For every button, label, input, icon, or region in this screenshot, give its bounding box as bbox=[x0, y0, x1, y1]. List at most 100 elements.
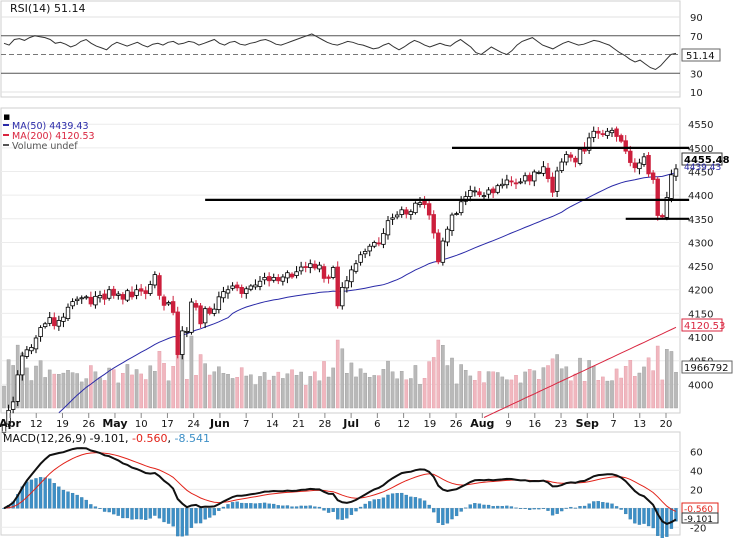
macd-histogram-bar bbox=[267, 503, 271, 509]
macd-histogram-bar bbox=[354, 508, 358, 512]
x-tick-label: 12 bbox=[30, 419, 43, 430]
volume-bar bbox=[555, 354, 559, 409]
candle-body bbox=[545, 167, 551, 179]
macd-histogram-bar bbox=[413, 497, 418, 509]
volume-bar bbox=[477, 371, 482, 409]
macd-histogram-bar bbox=[509, 506, 514, 509]
volume-bar bbox=[559, 368, 564, 409]
volume-bar bbox=[189, 335, 194, 409]
macd-histogram-bar bbox=[614, 506, 619, 509]
candle-body bbox=[413, 202, 418, 214]
volume-bar bbox=[404, 379, 409, 409]
macd-histogram-bar bbox=[166, 508, 171, 524]
macd-histogram-bar bbox=[262, 502, 267, 509]
macd-histogram-bar bbox=[290, 506, 294, 509]
candle-body bbox=[449, 214, 455, 232]
macd-histogram-bar bbox=[139, 508, 143, 520]
x-tick-label: 23 bbox=[555, 419, 568, 430]
candle-body bbox=[303, 266, 308, 268]
volume-bar bbox=[459, 364, 463, 409]
volume-bar bbox=[34, 365, 38, 409]
macd-tick-label: 40 bbox=[690, 466, 703, 477]
candle-body bbox=[152, 274, 158, 286]
macd-histogram-bar bbox=[656, 508, 660, 536]
candle-body bbox=[573, 157, 578, 163]
candle-body bbox=[596, 130, 601, 134]
macd-histogram-bar bbox=[372, 499, 376, 509]
volume-bar bbox=[482, 382, 486, 409]
macd-histogram-bar bbox=[25, 481, 29, 509]
volume-bar bbox=[89, 365, 93, 409]
volume-bar bbox=[148, 365, 153, 409]
candle-body bbox=[618, 135, 624, 142]
volume-bar bbox=[125, 364, 130, 409]
candle-body bbox=[660, 215, 665, 218]
candle-body bbox=[184, 330, 190, 333]
macd-label-signal: -0.560 bbox=[132, 432, 167, 445]
volume-bar bbox=[349, 362, 354, 409]
candle-body bbox=[61, 316, 66, 322]
candle-body bbox=[335, 266, 340, 307]
candle-body bbox=[216, 296, 222, 311]
candle-body bbox=[74, 298, 80, 302]
volume-bar bbox=[93, 371, 98, 409]
volume-bar bbox=[258, 376, 262, 409]
volume-bar bbox=[582, 381, 587, 409]
rsi-label: RSI(14) 51.14 bbox=[10, 2, 85, 15]
candle-body bbox=[513, 182, 519, 185]
candle-body bbox=[175, 311, 180, 355]
candle-body bbox=[244, 288, 249, 294]
macd-histogram-bar bbox=[468, 504, 472, 509]
candle-body bbox=[586, 137, 592, 151]
macd-histogram-bar bbox=[555, 508, 559, 514]
candle-body bbox=[408, 211, 414, 215]
candle-body bbox=[106, 289, 112, 299]
x-tick-label: 10 bbox=[135, 419, 148, 430]
ma50-axis-label: 4439.43 bbox=[684, 163, 721, 173]
macd-histogram-bar bbox=[304, 505, 308, 509]
macd-histogram-bar bbox=[436, 508, 440, 523]
candle-body bbox=[257, 280, 263, 287]
candle-body bbox=[577, 148, 583, 164]
macd-histogram-bar bbox=[336, 508, 340, 520]
volume-bar bbox=[102, 380, 107, 409]
candle-body bbox=[1, 425, 7, 433]
volume-bar bbox=[253, 384, 258, 409]
candle-body bbox=[326, 276, 331, 279]
macd-histogram-bar bbox=[518, 508, 523, 509]
candle-body bbox=[116, 293, 121, 296]
candle-body bbox=[454, 213, 459, 215]
x-tick-label: 13 bbox=[633, 419, 646, 430]
candle-body bbox=[486, 189, 491, 195]
candle-body bbox=[495, 185, 500, 193]
macd-histogram-bar bbox=[102, 508, 107, 512]
candle-body bbox=[24, 349, 30, 357]
macd-histogram-bar bbox=[176, 508, 180, 537]
x-tick-label: 7 bbox=[610, 419, 616, 430]
volume-bar bbox=[495, 372, 500, 409]
macd-histogram-bar bbox=[61, 489, 66, 509]
volume-bar bbox=[143, 379, 148, 409]
x-tick-label: 20 bbox=[660, 419, 673, 430]
candle-body bbox=[308, 263, 313, 268]
price-panel: 4550 4500 4450 4400 4350 4300 4250 4200 4150 4100… bbox=[0, 107, 733, 435]
candle-body bbox=[600, 133, 606, 136]
macd-histogram-bar bbox=[349, 508, 354, 515]
volume-bar bbox=[413, 365, 418, 409]
candle-body bbox=[632, 162, 638, 169]
macd-histogram-bar bbox=[38, 477, 43, 509]
signal-last-label: -0.560 bbox=[684, 505, 713, 515]
candle-body bbox=[500, 183, 505, 187]
macd-last-label: -9.101 bbox=[684, 515, 713, 525]
volume-bar bbox=[596, 380, 601, 409]
macd-histogram-bar bbox=[57, 486, 61, 509]
volume-bar bbox=[226, 374, 230, 409]
candle-body bbox=[29, 347, 34, 352]
x-tick-label: 17 bbox=[161, 419, 174, 430]
volume-bar bbox=[377, 375, 381, 409]
candle-body bbox=[628, 150, 633, 163]
macd-histogram-bar bbox=[125, 508, 130, 519]
volume-bar bbox=[121, 373, 125, 409]
macd-histogram-bar bbox=[285, 505, 290, 509]
macd-histogram-bar bbox=[592, 501, 596, 509]
